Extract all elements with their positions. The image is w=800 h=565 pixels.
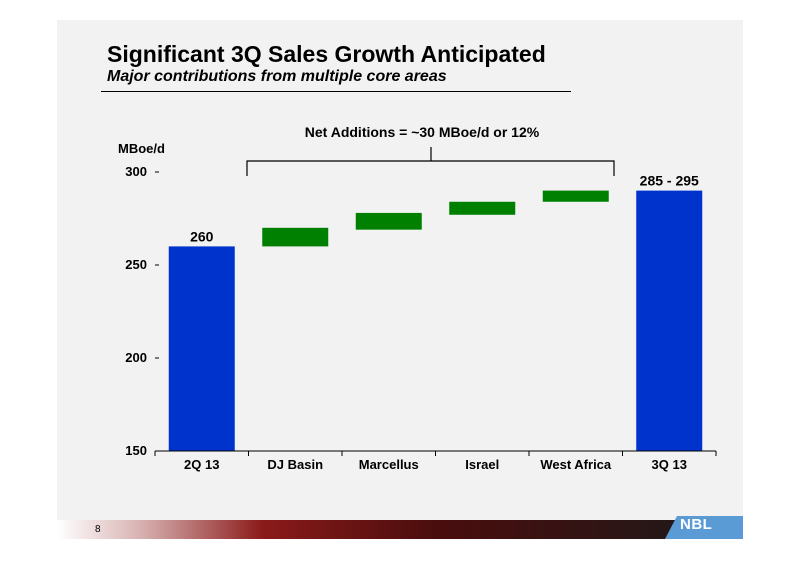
- total-bar: [168, 246, 235, 451]
- increment-bar: [355, 212, 422, 230]
- net-additions-annotation: Net Additions = ~30 MBoe/d or 12%: [305, 124, 540, 140]
- nbl-logo: [665, 516, 743, 539]
- title-underline: [101, 91, 571, 92]
- x-tick-label: 2Q 13: [184, 457, 219, 472]
- x-tick-label: DJ Basin: [267, 457, 323, 472]
- increment-bar: [262, 227, 329, 247]
- page-subtitle: Major contributions from multiple core a…: [107, 68, 447, 85]
- total-bar: [636, 190, 703, 451]
- x-tick-label: West Africa: [540, 457, 612, 472]
- x-axis: 2Q 13 DJ Basin Marcellus Israel West Africa 3…: [154, 450, 717, 472]
- net-additions-bracket: [246, 147, 615, 176]
- bars-group: [168, 190, 703, 451]
- bar-labels-group: 260 285 - 295: [190, 173, 699, 245]
- y-tick-label: 300: [125, 164, 147, 179]
- y-tick-label: 150: [125, 443, 147, 458]
- y-tick-label: 200: [125, 350, 147, 365]
- page-title: Significant 3Q Sales Growth Anticipated: [107, 41, 546, 67]
- y-tick-label: 250: [125, 257, 147, 272]
- bar-value-label: 285 - 295: [640, 173, 699, 189]
- x-tick-label: 3Q 13: [652, 457, 687, 472]
- y-axis-label: MBoe/d: [118, 141, 165, 156]
- x-tick-label: Marcellus: [359, 457, 419, 472]
- bar-value-label: 260: [190, 228, 214, 244]
- footer-bar: [57, 520, 743, 539]
- logo-text: NBL: [680, 516, 713, 533]
- x-tick-label: Israel: [465, 457, 499, 472]
- increment-bar: [449, 201, 516, 215]
- y-axis: 150 200 250 300: [125, 164, 159, 458]
- increment-bar: [542, 190, 609, 202]
- page-number: 8: [95, 524, 101, 535]
